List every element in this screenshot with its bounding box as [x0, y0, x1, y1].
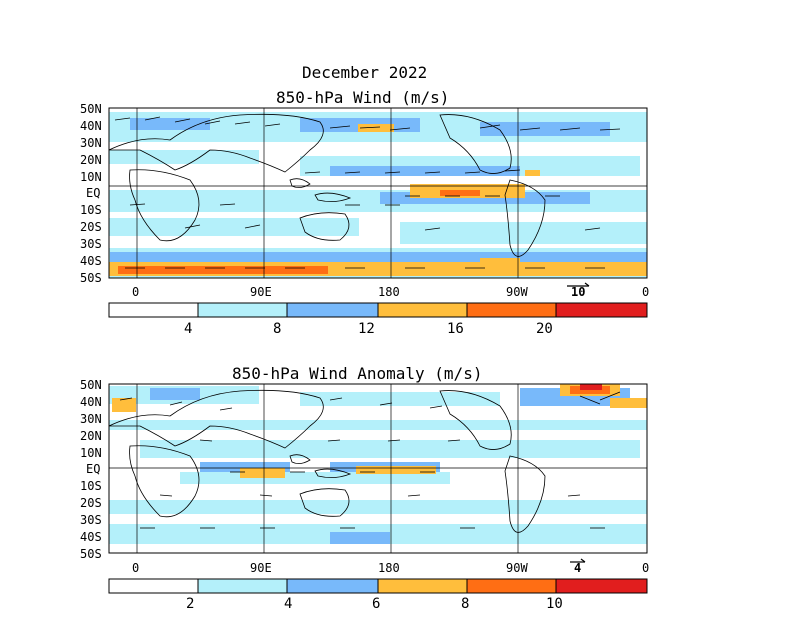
reference-vector-arrow — [570, 558, 586, 563]
lat-label: 20N — [80, 429, 102, 443]
lon-label: 90E — [250, 561, 272, 575]
lat-label: 50S — [80, 547, 102, 561]
lat-label: 40N — [80, 119, 102, 133]
colorbar-tick: 10 — [546, 596, 563, 612]
reference-vector-arrow — [567, 282, 590, 287]
lat-label: 20S — [80, 496, 102, 510]
lat-label: 10S — [80, 479, 102, 493]
reference-vector-label: 10 — [571, 285, 586, 299]
lat-label: 20N — [80, 153, 102, 167]
colorbar-tick: 2 — [186, 596, 195, 612]
shading-low — [109, 386, 647, 544]
lat-label: 30N — [80, 136, 102, 150]
lon-label: 180 — [378, 561, 400, 575]
lat-label: 20S — [80, 220, 102, 234]
lat-label: 30N — [80, 412, 102, 426]
panel1-map — [109, 108, 647, 278]
panel1-title: 850-hPa Wind (m/s) — [276, 88, 450, 107]
lat-label: 10N — [80, 446, 102, 460]
lon-label: 0 — [132, 285, 140, 299]
panel2-map — [109, 384, 647, 553]
lon-label: 0 — [642, 285, 650, 299]
coastlines — [109, 113, 546, 257]
lat-label: 50N — [80, 378, 102, 392]
lon-label: 0 — [642, 561, 650, 575]
shading-very-high — [118, 190, 480, 274]
colorbar-tick: 8 — [273, 321, 282, 337]
panel2-colorbar — [108, 578, 648, 594]
panel2-frame — [108, 383, 648, 554]
lon-label: 90W — [506, 561, 528, 575]
lon-label: 0 — [132, 561, 140, 575]
colorbar-tick: 20 — [536, 321, 553, 337]
shading-extreme — [580, 384, 602, 390]
colorbar-tick: 4 — [184, 321, 193, 337]
lat-label: 10S — [80, 203, 102, 217]
colorbar-tick: 6 — [372, 596, 381, 612]
colorbar-tick: 8 — [461, 596, 470, 612]
colorbar-tick: 4 — [284, 596, 293, 612]
lat-label: 30S — [80, 237, 102, 251]
panel1-frame — [108, 107, 648, 279]
panel2-title: 850-hPa Wind Anomaly (m/s) — [232, 364, 483, 383]
lat-label: 50S — [80, 271, 102, 285]
lat-label: 40S — [80, 254, 102, 268]
lat-label: 40N — [80, 395, 102, 409]
panel1-colorbar — [108, 302, 648, 318]
grid-lines — [109, 108, 647, 278]
lon-label: 90E — [250, 285, 272, 299]
wind-vectors — [114, 116, 621, 269]
lat-label: EQ — [86, 186, 101, 200]
grid-lines — [109, 384, 647, 553]
wind-vectors — [119, 391, 621, 529]
coastlines — [109, 389, 546, 533]
colorbar-tick: 16 — [447, 321, 464, 337]
lat-label: 10N — [80, 170, 102, 184]
lon-label: 180 — [378, 285, 400, 299]
reference-vector-label: 4 — [574, 561, 582, 575]
lat-label: 50N — [80, 102, 102, 116]
lat-label: 40S — [80, 530, 102, 544]
lat-label: 30S — [80, 513, 102, 527]
lat-label: EQ — [86, 462, 101, 476]
lon-label: 90W — [506, 285, 528, 299]
figure-title: December 2022 — [302, 63, 428, 82]
colorbar-tick: 12 — [358, 321, 375, 337]
